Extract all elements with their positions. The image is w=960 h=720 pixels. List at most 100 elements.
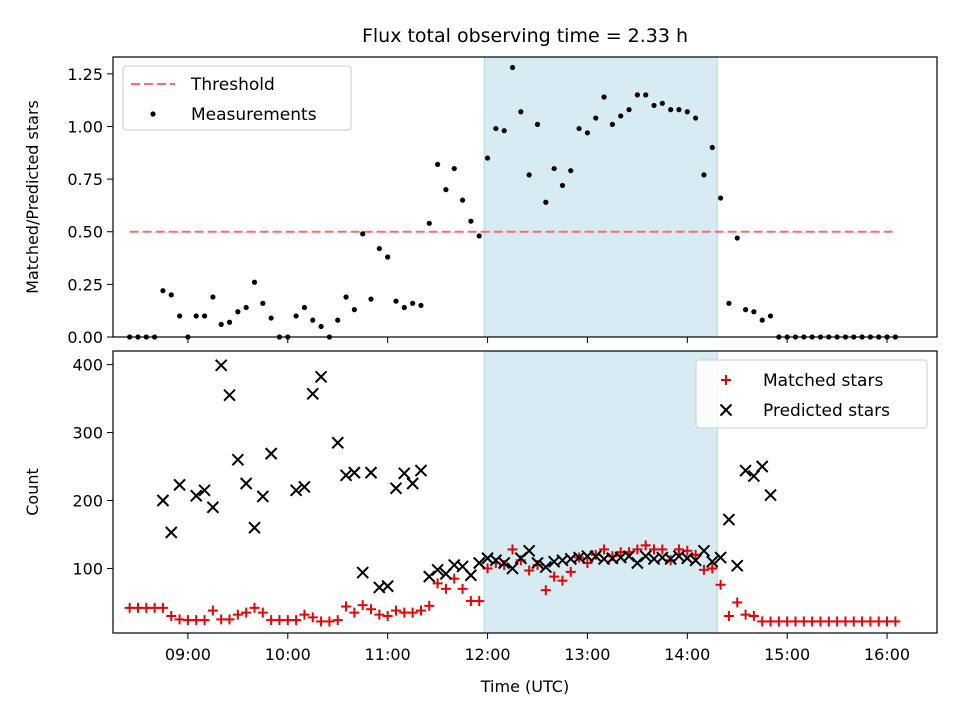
- predicted-star-point: [398, 467, 411, 480]
- predicted-star-point: [264, 447, 278, 460]
- measurement-point: [509, 64, 516, 71]
- predicted-star-point: [464, 569, 478, 582]
- matched-star-point: [299, 609, 310, 620]
- measurement-point: [651, 102, 657, 109]
- matched-star-point: [673, 544, 684, 555]
- matched-star-point: [657, 544, 668, 555]
- predicted-star-point: [306, 387, 319, 401]
- measurement-point: [559, 182, 566, 189]
- measurement-point: [335, 317, 341, 323]
- matched-star-point: [249, 602, 260, 613]
- measurement-point: [493, 125, 499, 132]
- matched-star-point: [715, 579, 726, 590]
- measurement-point: [734, 235, 740, 241]
- plot-frame: [112, 350, 938, 634]
- measurement-point: [726, 300, 732, 306]
- predicted-star-point: [389, 482, 403, 495]
- matched-star-point: [723, 611, 734, 622]
- predicted-star-point: [414, 464, 428, 477]
- x-tick-label: 16:00: [864, 645, 910, 664]
- measurement-point: [526, 172, 532, 178]
- legend-measurement-label: Measurements: [191, 105, 317, 125]
- predicted-star-point: [356, 566, 369, 579]
- legend-predicted-label: Predicted stars: [763, 401, 890, 421]
- predicted-star-point: [364, 466, 378, 479]
- measurement-point: [251, 279, 258, 285]
- predicted-star-point: [289, 484, 303, 497]
- measurement-point: [484, 155, 491, 161]
- observing-interval-shade: [484, 57, 718, 337]
- matched-star-point: [341, 601, 352, 612]
- measurement-point: [693, 115, 699, 121]
- predicted-star-point: [756, 460, 769, 473]
- measurement-point: [759, 317, 765, 323]
- matched-star-point: [241, 607, 252, 618]
- measurement-point: [418, 302, 424, 309]
- predicted-star-point: [348, 466, 361, 479]
- y-tick-label: 0.00: [67, 328, 103, 347]
- matched-star-point: [324, 616, 335, 627]
- measurement-point: [634, 92, 640, 98]
- measurement-point: [235, 309, 241, 315]
- matched-star-point: [407, 607, 418, 618]
- y-tick-label: 100: [72, 559, 103, 578]
- measurement-point: [218, 321, 224, 327]
- measurement-point: [351, 307, 357, 313]
- measurement-point: [451, 165, 457, 172]
- matched-star-point: [415, 605, 426, 616]
- measurement-point: [268, 315, 274, 321]
- predicted-star-point: [406, 477, 419, 490]
- matched-star-point: [207, 605, 218, 616]
- measurement-point: [476, 233, 482, 239]
- predicted-star-point: [239, 477, 253, 490]
- predicted-star-point: [231, 453, 245, 466]
- x-tick-label: 13:00: [564, 645, 610, 664]
- matched-star-point: [157, 602, 168, 613]
- measurement-point: [343, 294, 349, 300]
- predicted-star-point: [539, 560, 553, 574]
- y-tick-label: 0.50: [67, 223, 103, 242]
- matched-star-point: [640, 540, 651, 551]
- measurement-point: [593, 115, 599, 121]
- measurement-point: [459, 197, 466, 203]
- top-panel: 0.00 0.25 0.50 0.75 1.00 1.25 Matched/Predicte…: [23, 56, 938, 347]
- measurement-point: [668, 107, 674, 113]
- measurement-point: [368, 296, 374, 302]
- predicted-star-point: [190, 489, 203, 502]
- y-tick-label: 1.00: [67, 117, 103, 136]
- measurement-point: [676, 107, 682, 113]
- y-axis-label: Count: [23, 468, 42, 516]
- matched-star-point: [748, 611, 759, 622]
- measurement-point: [168, 292, 174, 298]
- measurement-point: [576, 125, 582, 132]
- predicted-star-point: [497, 556, 511, 570]
- legend-predicted-swatch: [719, 403, 733, 417]
- predicted-star-point: [173, 478, 186, 492]
- matched-star-point: [382, 611, 393, 622]
- matched-star-point: [707, 563, 718, 574]
- y-tick-label: 0.25: [67, 275, 103, 294]
- legend-box: [695, 359, 928, 429]
- predicted-star-point: [423, 570, 436, 583]
- predicted-star-point: [214, 359, 228, 372]
- measurement-point: [360, 231, 366, 237]
- predicted-star-point: [664, 552, 677, 566]
- predicted-star-point: [722, 513, 736, 526]
- chart-title: Flux total observing time = 2.33 h: [362, 25, 688, 47]
- measurement-point: [659, 100, 665, 106]
- y-tick-label: 400: [72, 356, 103, 375]
- predicted-star-point: [198, 484, 211, 497]
- measurement-point: [410, 300, 416, 306]
- measurement-point: [210, 294, 216, 300]
- y-tick-label: 200: [72, 491, 103, 510]
- predicted-star-point: [223, 388, 236, 402]
- legend-box: [122, 65, 352, 131]
- measurement-point: [551, 165, 557, 172]
- matched-star-point: [507, 544, 518, 555]
- measurement-point: [643, 92, 649, 98]
- measurement-point: [193, 313, 199, 319]
- measurement-point: [435, 161, 441, 167]
- predicted-star-point: [206, 501, 220, 514]
- predicted-star-point: [622, 550, 636, 563]
